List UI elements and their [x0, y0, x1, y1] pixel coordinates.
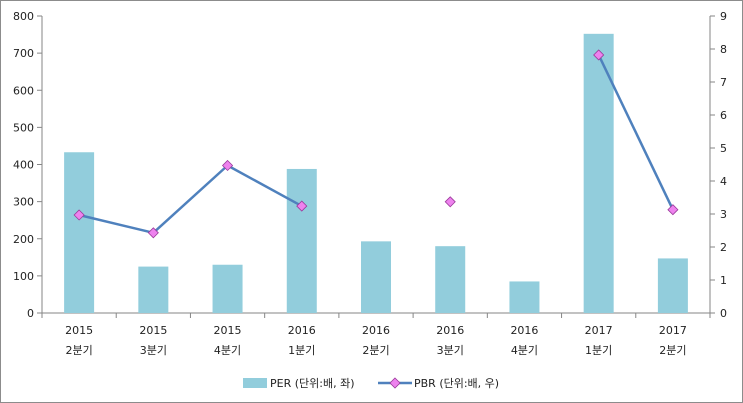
y-left-tick-label: 600 [13, 84, 34, 97]
per-bar [435, 246, 466, 313]
y-right-tick-label: 6 [720, 109, 727, 122]
x-tick-label-year: 2015 [139, 324, 167, 337]
y-left-tick-label: 100 [13, 270, 34, 283]
axes: 0 100 200 300 400 500 600 700 800 0 1 2 3 4 5 6 7 8 9 2015 2… [13, 10, 727, 357]
pbr-point [667, 204, 679, 216]
y-right-tick-label: 9 [720, 10, 727, 23]
x-tick-label-quarter: 2분기 [65, 344, 92, 357]
y-left-tick-label: 400 [13, 159, 34, 172]
y-right-tick-label: 1 [720, 274, 727, 287]
y-left-tick-label: 800 [13, 10, 34, 23]
y-right-tick-label: 8 [720, 43, 727, 56]
per-bar [509, 281, 540, 313]
per-bar [361, 241, 391, 313]
per-bar [583, 33, 614, 313]
per-bars [64, 33, 688, 313]
x-tick-label-quarter: 1분기 [288, 344, 315, 357]
x-tick-label-year: 2017 [585, 324, 613, 337]
x-tick-label-year: 2016 [362, 324, 390, 337]
legend-swatch-per [243, 378, 267, 388]
x-tick-label-year: 2016 [288, 324, 316, 337]
y-right-tick-label: 0 [720, 307, 727, 320]
x-tick-label-year: 2017 [659, 324, 687, 337]
y-right-tick-label: 3 [720, 208, 727, 221]
per-bar [212, 264, 243, 313]
legend: PER (단위:배, 좌) PBR (단위:배, 우) [243, 377, 499, 390]
per-bar [138, 266, 169, 313]
y-left-tick-label: 0 [27, 307, 34, 320]
pbr-line-segment [152, 164, 229, 234]
pbr-point [221, 159, 234, 172]
x-tick-label-year: 2016 [510, 324, 538, 337]
y-right-tick-label: 4 [720, 175, 727, 188]
y-right-tick-label: 2 [720, 241, 727, 254]
x-tick-label-quarter: 3분기 [437, 344, 464, 357]
y-left-tick-label: 200 [13, 233, 34, 246]
y-left-tick-label: 700 [13, 47, 34, 60]
legend-swatch-pbr-marker [389, 377, 401, 389]
pbr-point [593, 49, 605, 61]
pbr-point [73, 209, 85, 221]
pbr-line-segment [226, 164, 303, 208]
per-bar [64, 152, 95, 313]
y-left-tick-label: 500 [13, 121, 34, 134]
legend-label-per: PER (단위:배, 좌) [270, 377, 355, 390]
x-tick-label-quarter: 2분기 [659, 344, 686, 357]
y-right-tick-label: 7 [720, 76, 727, 89]
x-tick-label-quarter: 3분기 [140, 344, 167, 357]
pbr-point [444, 196, 456, 208]
pbr-point [296, 200, 308, 212]
x-tick-label-year: 2015 [214, 324, 242, 337]
x-tick-label-year: 2015 [65, 324, 93, 337]
y-left-tick-label: 300 [13, 196, 34, 209]
y-right-tick-label: 5 [720, 142, 727, 155]
pbr-point [147, 227, 159, 239]
x-tick-label-quarter: 1분기 [585, 344, 612, 357]
legend-label-pbr: PBR (단위:배, 우) [414, 377, 499, 390]
pbr-line-series [73, 49, 679, 239]
x-tick-label-quarter: 4분기 [511, 344, 538, 357]
per-bar [286, 168, 317, 313]
x-tick-label-year: 2016 [436, 324, 464, 337]
pbr-line-segment [78, 213, 154, 235]
per-bar [657, 258, 688, 313]
pbr-line-segment [597, 54, 675, 211]
x-tick-label-quarter: 2분기 [362, 344, 389, 357]
x-tick-label-quarter: 4분기 [214, 344, 241, 357]
